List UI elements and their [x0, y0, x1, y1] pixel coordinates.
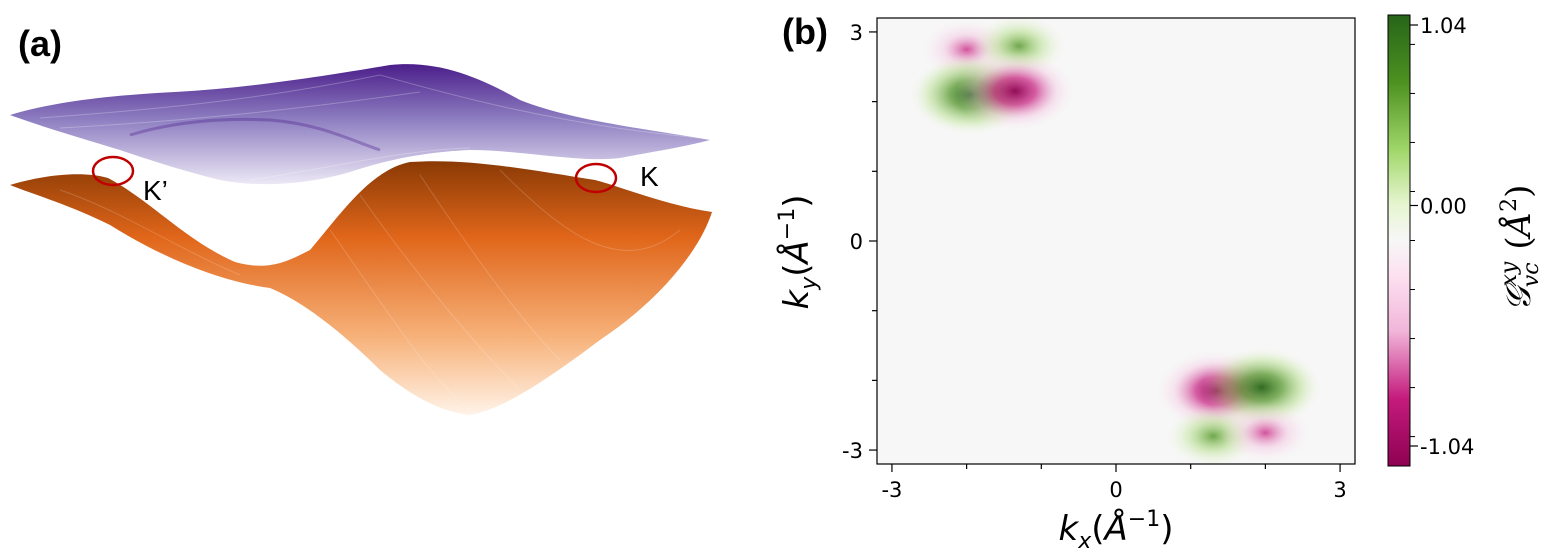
conduction-band-mesh — [39, 74, 701, 181]
x-axis-label: kx(Å−1) — [1059, 507, 1174, 551]
colorbar-ticks: 1.04 0.00 -1.04 — [1410, 14, 1474, 459]
colorbar — [1387, 14, 1411, 467]
panel-b-label: (b) — [782, 11, 828, 52]
heatmap-lobe-negative — [1220, 403, 1310, 463]
k-prime-label: K’ — [143, 175, 168, 206]
heatmap-lobe-negative — [956, 52, 1074, 131]
colorbar-tick-label: 1.04 — [1420, 14, 1467, 38]
y-tick-label: 0 — [850, 230, 863, 254]
panel-a-label: (a) — [18, 23, 62, 64]
y-axis-label: ky(Å−1) — [775, 195, 822, 310]
colorbar-tick-label: -1.04 — [1420, 435, 1474, 459]
conduction-band-surface — [10, 64, 710, 185]
conduction-band-ridge — [129, 117, 381, 152]
x-tick-label: 3 — [1333, 478, 1346, 502]
valence-band-surface — [10, 161, 712, 415]
valence-band-mesh — [59, 169, 681, 411]
panel-a: (a) K’ K — [10, 23, 712, 415]
heatmap-lobe-positive — [1202, 348, 1321, 427]
colorbar-label: 𝒢vcxy(Å2) — [1497, 185, 1544, 312]
k-prime-valley-marker — [91, 155, 135, 187]
heatmap-features — [910, 18, 1321, 464]
y-tick-label: -3 — [842, 439, 863, 463]
y-tick-label: 3 — [850, 21, 863, 45]
axis-ticks: -3 0 3 3 0 -3 — [842, 21, 1347, 502]
x-tick-label: 0 — [1109, 478, 1122, 502]
panel-b: (b) -3 0 3 3 0 -3 kx(Å−1) ky(Å−1) 1.04 0.00 -1.… — [775, 11, 1544, 551]
k-valley-marker — [574, 162, 618, 194]
colorbar-tick-label: 0.00 — [1420, 195, 1467, 219]
x-tick-label: -3 — [881, 478, 902, 502]
k-label: K — [640, 161, 659, 192]
